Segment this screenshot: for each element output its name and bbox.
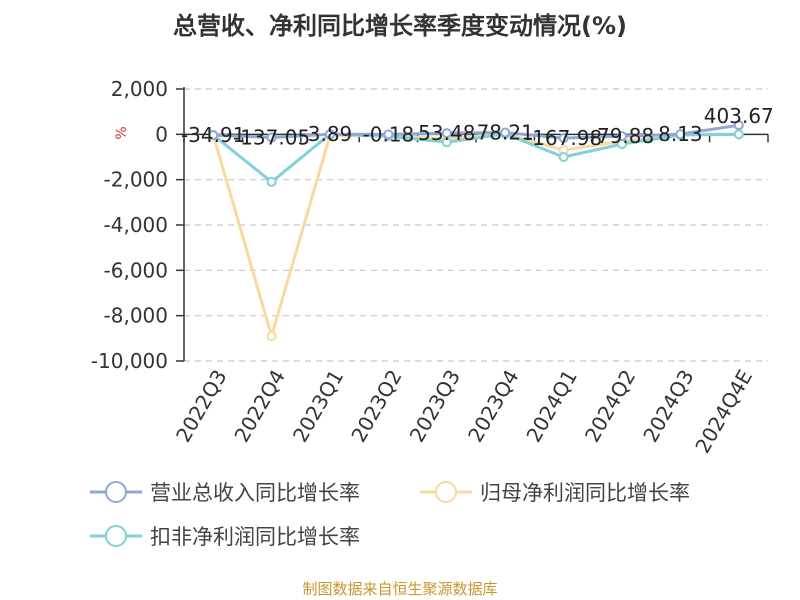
- data-label: -79.88: [590, 124, 654, 148]
- x-tick-label: 2024Q4E: [690, 366, 757, 458]
- data-point: [441, 137, 452, 148]
- x-tick-labels: 2022Q32022Q42023Q12023Q22023Q32023Q42024…: [171, 366, 757, 458]
- data-label: 403.67: [704, 104, 774, 128]
- data-label: 78.21: [477, 121, 534, 145]
- data-point: [733, 120, 744, 131]
- x-tick-label: 2022Q4: [229, 366, 289, 447]
- y-axis-unit-label: %: [114, 126, 130, 139]
- data-point: [266, 331, 277, 342]
- y-tick-label: 2,000: [111, 77, 168, 101]
- y-tick-label: -10,000: [91, 349, 168, 373]
- legend-item-revenue[interactable]: 营业总收入同比增长率: [90, 474, 360, 510]
- series-line: [211, 132, 739, 338]
- x-tick-label: 2023Q1: [288, 366, 348, 447]
- data-label: -0.18: [363, 122, 415, 146]
- series-lines: [208, 120, 744, 342]
- data-point: [558, 152, 569, 162]
- data-point: [266, 132, 277, 143]
- x-tick-label: 2024Q2: [580, 366, 640, 447]
- data-point: [208, 130, 219, 141]
- data-label: -137.05: [233, 125, 310, 149]
- legend-label-net-profit: 归母净利润同比增长率: [480, 481, 690, 505]
- chart-title: 总营收、净利同比增长率季度变动情况(%): [173, 12, 627, 40]
- data-point: [733, 129, 744, 140]
- y-tick-label: 0: [155, 122, 168, 146]
- data-point: [383, 129, 394, 140]
- y-tick-label: -8,000: [104, 304, 168, 328]
- x-tick-label: 2024Q1: [521, 366, 581, 447]
- data-point: [325, 129, 335, 140]
- data-source-note: 制图数据来自恒生聚源数据库: [302, 580, 498, 598]
- y-tick-label: -2,000: [104, 168, 168, 192]
- legend-marker-net-profit: [420, 481, 472, 503]
- data-point: [617, 131, 627, 142]
- y-tick-label: -4,000: [104, 213, 168, 237]
- legend-item-deducted-profit[interactable]: 扣非净利润同比增长率: [90, 518, 360, 554]
- legend-dot-revenue: [105, 481, 127, 503]
- y-tick-labels: 2,000 0 -2,000 -4,000 -6,000 -8,000 -10,000: [91, 77, 168, 373]
- legend-marker-deducted-profit: [90, 525, 142, 547]
- data-label: -167.98: [525, 126, 602, 150]
- data-point: [266, 176, 277, 187]
- series-line: [213, 123, 740, 140]
- x-tick-label: 2023Q4: [463, 366, 523, 447]
- data-point: [500, 127, 511, 138]
- grid-lines: [184, 88, 768, 362]
- data-point: [558, 133, 569, 144]
- x-tick-label: 2022Q3: [171, 366, 231, 447]
- legend-dot-net-profit: [435, 481, 457, 503]
- x-tick-label: 2023Q3: [405, 366, 465, 447]
- x-tick-label: 2024Q3: [638, 366, 698, 447]
- legend-marker-revenue: [90, 481, 142, 503]
- x-tick-label: 2023Q2: [346, 366, 406, 447]
- legend-label-deducted-profit: 扣非净利润同比增长率: [150, 525, 360, 549]
- data-label: -34.91: [181, 123, 245, 147]
- legend-label-revenue: 营业总收入同比增长率: [150, 481, 360, 505]
- y-tick-label: -6,000: [104, 258, 168, 282]
- legend-dot-deducted-profit: [105, 525, 127, 547]
- data-point: [441, 128, 452, 139]
- data-label: 8.13: [658, 122, 703, 146]
- data-label: 53.48: [418, 121, 475, 145]
- data-point: [675, 129, 686, 140]
- data-label: 3.89: [308, 122, 353, 146]
- data-labels: -34.91-137.053.89 -0.18 53.48 78.21-167.98-…: [181, 104, 774, 150]
- series-line: [212, 132, 739, 184]
- legend-item-net-profit[interactable]: 归母净利润同比增长率: [420, 474, 690, 510]
- chart-plot: 2,000 0 -2,000 -4,000 -6,000 -8,000 -10,000 20…: [91, 77, 774, 458]
